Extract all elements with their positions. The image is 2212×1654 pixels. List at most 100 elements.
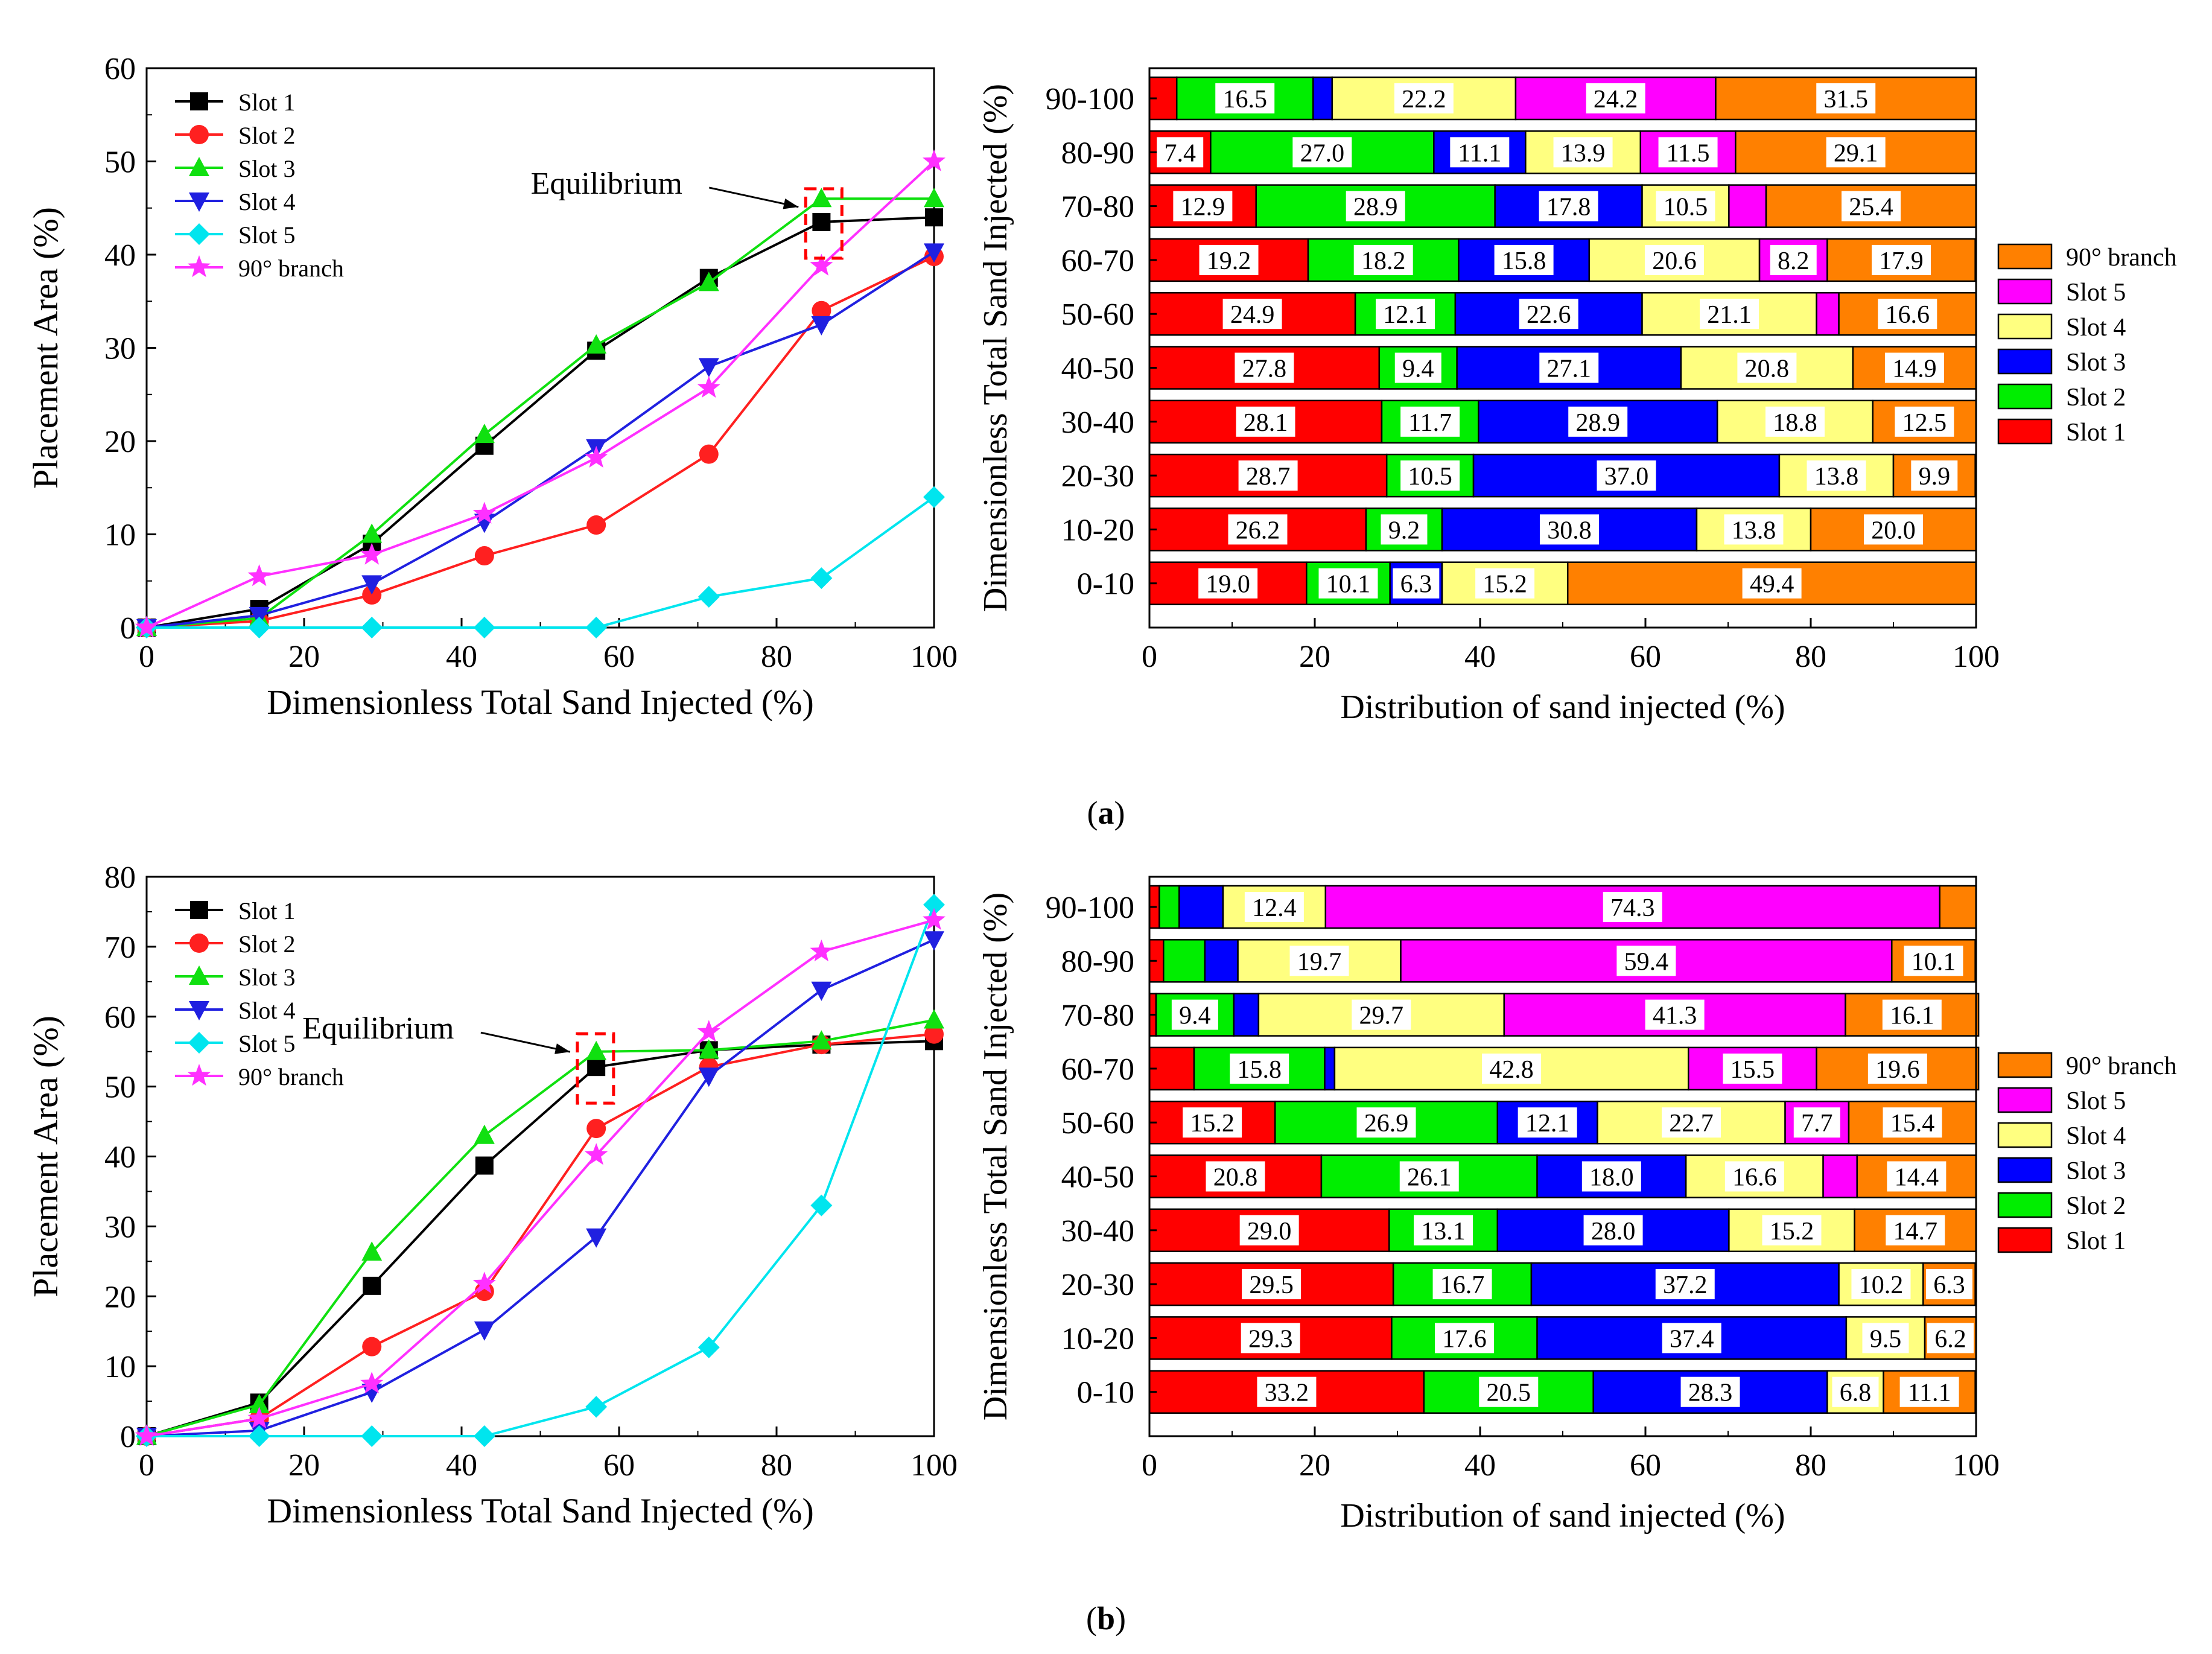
- y-tick-label: 70: [104, 930, 136, 965]
- legend-label: Slot 1: [2066, 1227, 2126, 1255]
- data-point: [698, 1336, 720, 1358]
- data-point: [473, 1425, 495, 1447]
- x-axis-label: Distribution of sand injected (%): [1340, 1497, 1785, 1535]
- legend-marker: [189, 965, 209, 985]
- data-label-bg: [1479, 1376, 1539, 1407]
- plot-frame: [145, 876, 935, 1437]
- series-slot-5: [136, 894, 945, 1447]
- legend-item-slot-5: Slot 5: [175, 221, 295, 249]
- data-point: [361, 523, 383, 543]
- line-chart-a: 0 20 40 60 80 100 0 10 20 30 40 50 60 Dimensionless T…: [26, 52, 958, 722]
- data-label-bg: [1723, 1053, 1782, 1084]
- data-label: 11.5: [1667, 139, 1710, 167]
- data-point: [923, 908, 946, 930]
- data-label-bg: [1616, 946, 1676, 976]
- data-point: [248, 617, 270, 638]
- y-tick-label: 0: [120, 611, 136, 646]
- legend-swatch: [1997, 1227, 2053, 1253]
- bar-segment-slot-3: [1233, 993, 1260, 1037]
- data-point: [699, 444, 719, 464]
- data-point: [924, 188, 944, 208]
- bar-segment-slot-3: [1324, 1046, 1336, 1091]
- data-label-bg: [1884, 352, 1944, 383]
- data-point: [474, 1321, 495, 1341]
- bar-legend: 90° branch Slot 5 Slot 4 Slot 3 Slot 2 Slot 1: [1997, 1052, 2177, 1255]
- data-point: [361, 575, 383, 595]
- series-line: [146, 938, 935, 1437]
- data-label: 16.6: [1732, 1164, 1777, 1192]
- data-point: [361, 617, 383, 638]
- bar-segment-slot-5: [1728, 184, 1767, 228]
- data-label-bg: [1399, 1161, 1459, 1192]
- data-label-bg: [1895, 406, 1954, 437]
- x-tick-label: 100: [1953, 640, 2000, 674]
- legend-swatch: [1997, 383, 2053, 410]
- data-point: [361, 1425, 383, 1447]
- data-label-bg: [1414, 1215, 1473, 1245]
- data-label-bg: [1867, 1053, 1927, 1084]
- annotation-arrow-shaft: [480, 1031, 571, 1053]
- category-label: 60-70: [1061, 1052, 1134, 1087]
- data-label: 49.4: [1750, 571, 1794, 599]
- category-label: 0-10: [1077, 1376, 1134, 1410]
- category-label: 40-50: [1061, 352, 1134, 386]
- y-tick-label: 40: [104, 1140, 136, 1175]
- category-label: 70-80: [1061, 190, 1134, 224]
- legend-label: 90° branch: [238, 255, 344, 282]
- data-point: [698, 586, 720, 608]
- data-label: 26.9: [1364, 1110, 1409, 1137]
- annotation-arrow-head: [555, 1043, 570, 1054]
- bar-row-0-10: 19.0 10.1 6.3 15.2 49.4: [1148, 561, 1977, 605]
- data-label: 27.1: [1547, 355, 1592, 383]
- data-label: 37.0: [1604, 463, 1649, 491]
- data-point: [474, 424, 495, 444]
- data-point: [585, 1143, 608, 1165]
- bar-row-20-30: 28.7 10.5 37.0 13.8 9.9: [1148, 453, 1976, 498]
- data-point: [811, 1030, 832, 1050]
- x-tick-label: 80: [761, 1448, 792, 1483]
- legend-label: Slot 2: [238, 122, 295, 149]
- data-label: 16.5: [1222, 86, 1267, 113]
- bar-row-60-70: 19.2 18.2 15.8 20.6 8.2 17.9: [1148, 238, 1976, 282]
- legend-item-slot-5: Slot 5: [1997, 1087, 2126, 1115]
- data-label-bg: [1199, 244, 1259, 275]
- data-label: 22.6: [1527, 301, 1571, 329]
- data-label: 16.1: [1890, 1002, 1934, 1030]
- data-label: 15.8: [1237, 1056, 1282, 1084]
- data-label: 12.4: [1252, 894, 1297, 922]
- panel-b: 0 20 40 60 80 100 0 10 20 30 40 50 60 70 80 Dimensionle…: [26, 860, 2177, 1637]
- data-label-bg: [1230, 1053, 1289, 1084]
- y-tick-label: 40: [104, 238, 136, 273]
- data-label: 25.4: [1849, 194, 1893, 221]
- data-label: 30.8: [1547, 517, 1592, 544]
- data-label-bg: [1886, 1215, 1945, 1245]
- y-tick-label: 20: [104, 1280, 136, 1314]
- category-label: 30-40: [1061, 406, 1134, 440]
- data-label: 28.3: [1688, 1379, 1733, 1407]
- y-tick-label: 50: [104, 145, 136, 180]
- y-tick-label: 20: [104, 425, 136, 459]
- bar-row-10-20: 29.3 17.6 37.4 9.5 6.2: [1148, 1316, 1977, 1360]
- legend-swatch: [1997, 313, 2053, 340]
- data-label: 27.8: [1242, 355, 1287, 383]
- plot-frame: [145, 67, 935, 629]
- x-tick-label: 20: [288, 640, 320, 674]
- bar-row-80-90: 7.4 27.0 11.1 13.9 11.5 29.1: [1148, 130, 1977, 174]
- data-label-bg: [1400, 406, 1460, 437]
- data-label-bg: [1904, 946, 1963, 976]
- data-point: [475, 1156, 494, 1175]
- legend-item-slot-3: Slot 3: [1997, 1157, 2126, 1185]
- data-point: [811, 188, 832, 208]
- data-point: [363, 1276, 381, 1295]
- data-label: 29.3: [1248, 1325, 1293, 1353]
- data-point: [247, 1407, 271, 1429]
- data-label-bg: [1494, 244, 1554, 275]
- data-label-bg: [1899, 1376, 1959, 1407]
- x-tick-label: 20: [1299, 1448, 1330, 1483]
- data-label: 18.0: [1589, 1164, 1634, 1192]
- data-label: 41.3: [1653, 1002, 1697, 1030]
- category-label: 20-30: [1061, 1268, 1134, 1302]
- x-tick-label: 60: [1630, 640, 1661, 674]
- data-point: [360, 542, 384, 565]
